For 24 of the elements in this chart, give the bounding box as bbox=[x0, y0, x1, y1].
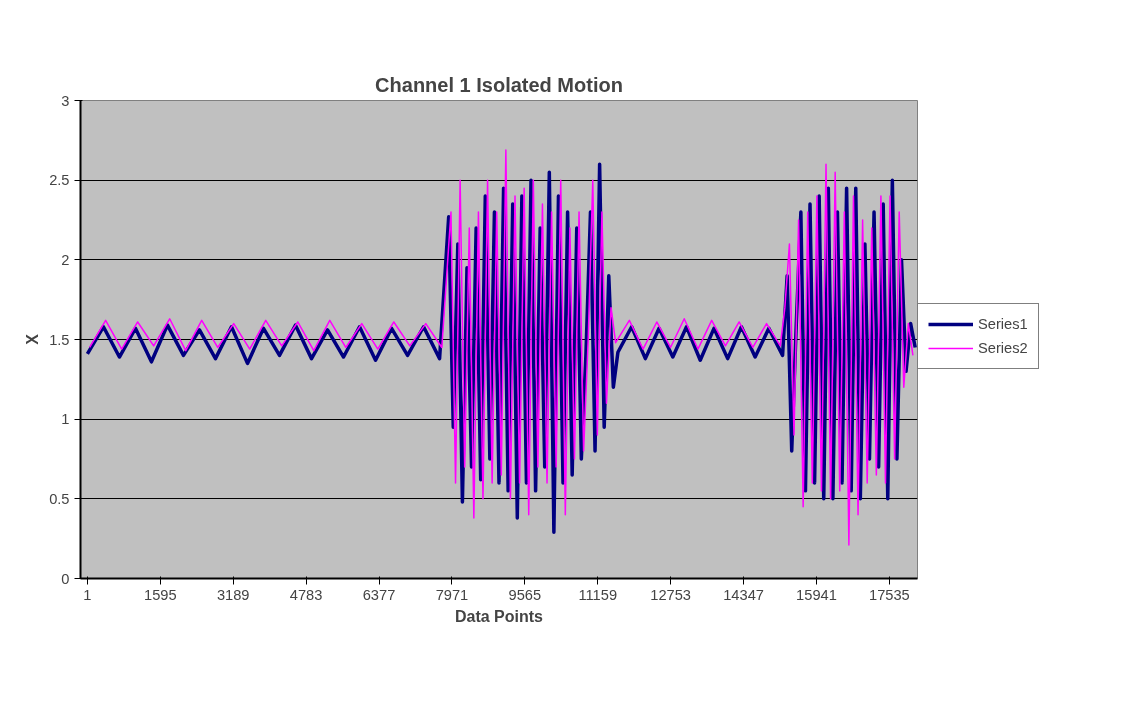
x-tick-label: 6377 bbox=[362, 586, 396, 603]
x-tick-label: 11159 bbox=[578, 586, 618, 603]
legend-label: Series1 bbox=[978, 316, 1028, 332]
y-tick-label: 1.5 bbox=[49, 331, 70, 348]
x-tick-label: 14347 bbox=[723, 586, 764, 603]
x-tick-label: 9565 bbox=[508, 586, 542, 603]
x-tick-label: 1595 bbox=[144, 586, 177, 603]
y-tick-label: 3 bbox=[61, 92, 70, 109]
y-tick-label: 0 bbox=[61, 570, 70, 587]
y-tick-label: 2 bbox=[61, 251, 70, 268]
y-tick-label: 0.5 bbox=[49, 490, 70, 507]
x-tick-label: 15941 bbox=[796, 586, 837, 603]
x-tick-label: 4783 bbox=[289, 586, 323, 603]
x-tick-label: 17535 bbox=[868, 586, 910, 603]
y-axis-title: X bbox=[24, 333, 42, 345]
x-tick-label: 3189 bbox=[216, 586, 250, 603]
chart-title: Channel 1 Isolated Motion bbox=[375, 73, 623, 96]
y-tick-label: 1 bbox=[61, 411, 70, 428]
x-tick-label: 12753 bbox=[650, 586, 692, 603]
x-tick-label: 1 bbox=[83, 586, 92, 603]
legend-label: Series2 bbox=[978, 340, 1028, 356]
x-tick-label: 7971 bbox=[435, 586, 469, 603]
x-axis-title: Data Points bbox=[454, 607, 544, 625]
y-tick-label: 2.5 bbox=[49, 172, 70, 189]
